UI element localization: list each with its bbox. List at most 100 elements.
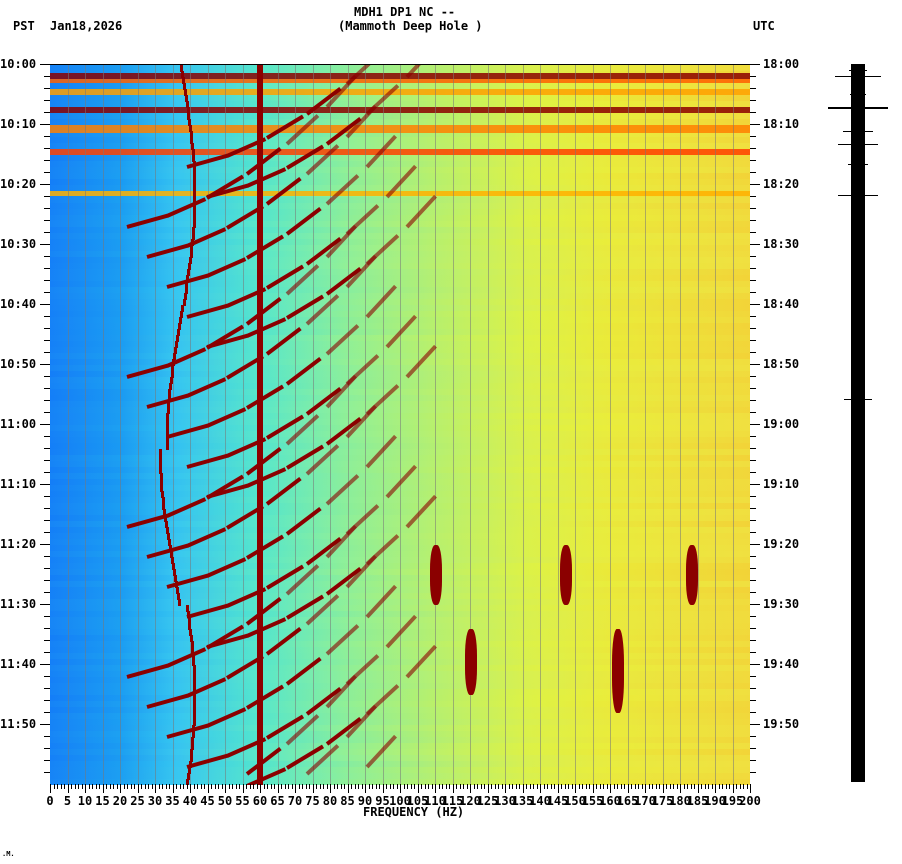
wandering-tone (191, 239, 195, 246)
x-tick (522, 784, 524, 793)
x-tick (95, 784, 97, 789)
wandering-tone (188, 623, 192, 630)
x-label: 100 (389, 794, 411, 808)
frequency-gridline (137, 65, 139, 785)
x-tick (743, 784, 744, 789)
y-tick-right (750, 712, 756, 713)
x-tick (57, 784, 58, 789)
x-tick (127, 784, 128, 789)
y-label-right: 19:20 (763, 537, 800, 551)
x-tick (704, 784, 706, 789)
station-location: (Mammoth Deep Hole ) (338, 19, 483, 33)
y-tick-left (44, 520, 50, 521)
wandering-tone (189, 125, 193, 132)
x-tick (144, 784, 146, 789)
x-tick (424, 784, 426, 789)
x-tick (365, 784, 366, 793)
x-tick (340, 784, 342, 789)
x-tick (305, 784, 307, 789)
y-tick-right (750, 508, 756, 509)
y-tick-left (44, 676, 50, 677)
x-tick (620, 784, 622, 789)
x-tick (491, 784, 492, 789)
x-tick (137, 784, 139, 793)
x-tick (389, 784, 391, 789)
x-label: 85 (340, 794, 355, 808)
wandering-tone (158, 461, 162, 468)
wandering-tone (190, 641, 194, 648)
wandering-tone (189, 635, 193, 642)
wandering-tone (159, 473, 163, 480)
x-tick (540, 784, 541, 793)
x-tick (410, 784, 412, 789)
x-tick (414, 784, 415, 789)
y-tick-left (44, 100, 50, 101)
wandering-tone (185, 605, 189, 612)
x-tick (473, 784, 475, 789)
x-tick (158, 784, 160, 789)
wandering-tone (193, 701, 197, 708)
wandering-tone (176, 593, 180, 600)
x-label: 55 (235, 794, 250, 808)
x-label: 15 (95, 794, 110, 808)
y-tick-right (750, 688, 756, 689)
frequency-gridline (645, 65, 646, 785)
frequency-gridline (505, 65, 506, 785)
x-label: 110 (424, 794, 446, 808)
x-tick (498, 784, 499, 789)
wandering-tone (170, 557, 174, 564)
x-tick (554, 784, 555, 789)
y-tick-right (750, 664, 760, 665)
x-tick (428, 784, 429, 789)
x-label: 10 (77, 794, 93, 808)
wandering-tone (165, 443, 169, 450)
x-tick (564, 784, 566, 789)
y-tick-right (750, 448, 756, 449)
seismogram-spike (848, 164, 868, 165)
y-tick-right (750, 256, 756, 257)
y-tick-left (44, 352, 50, 353)
wandering-tone (179, 65, 183, 72)
x-label: 70 (287, 794, 303, 808)
y-tick-right (750, 736, 756, 737)
station-title: MDH1 DP1 NC -- (354, 5, 456, 19)
wandering-tone (188, 257, 192, 264)
x-tick (183, 784, 184, 789)
wandering-tone (192, 725, 196, 732)
x-tick (592, 784, 594, 793)
wandering-tone (187, 617, 191, 624)
y-label-left: 10:30 (0, 237, 37, 251)
x-tick (288, 784, 289, 789)
x-label: 115 (441, 794, 464, 808)
frequency-gridline (575, 65, 576, 785)
y-tick-left (44, 592, 50, 593)
y-tick-right (750, 604, 760, 605)
x-label: 30 (147, 794, 163, 808)
y-label-left: 11:00 (0, 417, 37, 431)
x-tick (228, 784, 230, 789)
y-tick-left (44, 568, 50, 569)
x-tick (379, 784, 380, 789)
wandering-tone (181, 305, 185, 312)
x-tick (295, 784, 296, 793)
y-tick-left (44, 760, 50, 761)
seismogram-spike (849, 70, 867, 71)
x-tick (400, 784, 401, 793)
y-tick-right (750, 196, 756, 197)
y-tick-right (750, 592, 756, 593)
y-label-right: 19:40 (763, 657, 800, 671)
y-tick-right (750, 760, 756, 761)
x-tick (487, 784, 489, 793)
x-tick (697, 784, 699, 793)
y-tick-right (750, 232, 756, 233)
y-tick-left (44, 340, 50, 341)
x-tick (715, 784, 716, 793)
wandering-tone (165, 437, 169, 444)
x-tick (249, 784, 251, 789)
wandering-tone (171, 365, 175, 372)
wandering-tone (191, 653, 195, 660)
x-label: 160 (599, 794, 621, 808)
x-tick (589, 784, 590, 789)
wandering-tone (167, 395, 171, 402)
y-tick-left (44, 412, 50, 413)
